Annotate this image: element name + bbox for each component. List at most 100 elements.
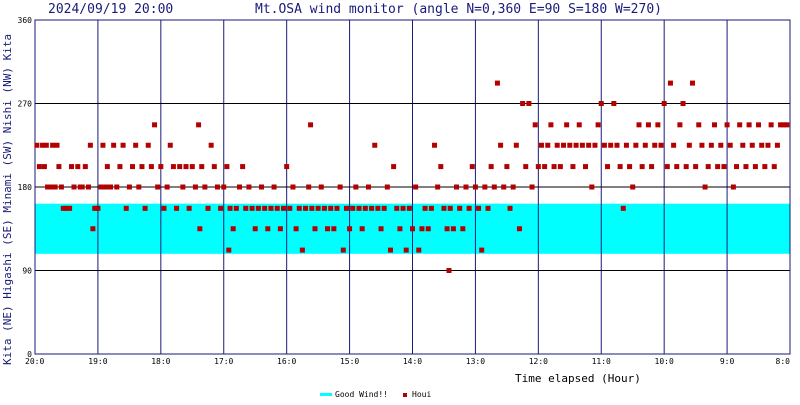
houi-point: [667, 80, 673, 86]
houi-point: [677, 122, 683, 128]
houi-point: [387, 247, 393, 253]
x-tick-label: 14:0: [403, 357, 422, 366]
houi-point: [102, 184, 108, 190]
houi-point: [87, 142, 93, 148]
houi-point: [472, 184, 478, 190]
houi-point: [240, 164, 246, 170]
houi-point: [482, 184, 488, 190]
houi-point: [205, 205, 211, 211]
houi-point: [579, 142, 585, 148]
houi-point: [734, 164, 740, 170]
houi-point: [356, 205, 362, 211]
houi-point: [592, 142, 598, 148]
houi-point: [290, 184, 296, 190]
houi-point: [561, 142, 566, 148]
houi-point: [661, 101, 667, 106]
houi-point: [608, 142, 614, 148]
houi-point: [664, 164, 670, 170]
houi-point: [71, 184, 77, 190]
houi-point: [655, 122, 661, 128]
houi-point: [334, 205, 340, 211]
houi-point: [246, 184, 252, 190]
houi-point: [583, 164, 589, 170]
x-axis-label: Time elapsed (Hour): [515, 372, 641, 385]
houi-point: [771, 164, 777, 170]
houi-point: [226, 247, 232, 253]
houi-point: [293, 226, 299, 232]
y-tick-label: 90: [22, 267, 32, 276]
houi-point: [542, 164, 548, 170]
houi-point: [265, 226, 271, 232]
houi-point: [67, 205, 73, 211]
x-tick-label: 20:0: [25, 357, 44, 366]
houi-point: [746, 122, 752, 128]
houi-point: [410, 226, 415, 232]
houi-point: [262, 205, 268, 211]
houi-point: [365, 184, 371, 190]
houi-point: [306, 184, 312, 190]
houi-point: [498, 142, 504, 148]
houi-point: [778, 122, 784, 128]
houi-point: [557, 164, 563, 170]
houi-point: [416, 247, 422, 253]
houi-point: [95, 205, 101, 211]
houi-point: [158, 164, 164, 170]
houi-point: [447, 205, 453, 211]
houi-point: [463, 184, 469, 190]
houi-point: [189, 164, 195, 170]
houi-point: [756, 122, 762, 128]
houi-point: [400, 205, 406, 211]
houi-point: [337, 184, 343, 190]
plot-area: 0 90 180 270 360 20:0 19:0 18:0 17:0 16:0 15:0 14:0…: [18, 16, 791, 366]
houi-point: [197, 226, 203, 232]
houi-point: [627, 164, 633, 170]
houi-point: [45, 184, 51, 190]
houi-point: [274, 205, 280, 211]
x-tick-label: 12:0: [529, 357, 548, 366]
houi-point: [315, 205, 321, 211]
x-tick-label: 8:0: [776, 357, 791, 366]
houi-point: [259, 184, 264, 190]
houi-point: [161, 205, 167, 211]
houi-point: [510, 184, 516, 190]
houi-point: [538, 142, 544, 148]
houi-point: [321, 205, 327, 211]
houi-point: [601, 142, 607, 148]
houi-point: [460, 226, 466, 232]
houi-point: [457, 205, 463, 211]
houi-point: [737, 122, 743, 128]
houi-point: [712, 122, 717, 128]
houi-point: [63, 205, 69, 211]
houi-point: [202, 184, 208, 190]
houi-point: [303, 205, 309, 211]
houi-point: [617, 164, 623, 170]
houi-point: [123, 205, 129, 211]
houi-point: [271, 184, 277, 190]
houi-point: [48, 184, 54, 190]
x-tick-label: 13:0: [466, 357, 485, 366]
houi-point: [680, 101, 686, 106]
houi-point: [54, 142, 60, 148]
houi-point: [145, 142, 151, 148]
houi-point: [513, 142, 519, 148]
houi-point: [218, 205, 224, 211]
houi-point: [446, 268, 452, 273]
houi-point: [75, 164, 81, 170]
houi-point: [715, 164, 721, 170]
houi-point: [56, 164, 62, 170]
houi-point: [686, 142, 692, 148]
houi-point: [671, 142, 677, 148]
houi-point: [699, 142, 705, 148]
houi-point: [469, 164, 475, 170]
houi-point: [174, 205, 180, 211]
chart-title: Mt.OSA wind monitor (angle N=0,360 E=90 …: [255, 2, 662, 17]
houi-point: [117, 164, 123, 170]
houi-point: [630, 184, 636, 190]
houi-point: [759, 142, 765, 148]
houi-point: [211, 164, 217, 170]
houi-point: [432, 142, 438, 148]
houi-point: [730, 184, 736, 190]
houi-point: [40, 142, 46, 148]
legend: Good Wind!! Houi: [320, 390, 431, 399]
houi-point: [236, 184, 242, 190]
